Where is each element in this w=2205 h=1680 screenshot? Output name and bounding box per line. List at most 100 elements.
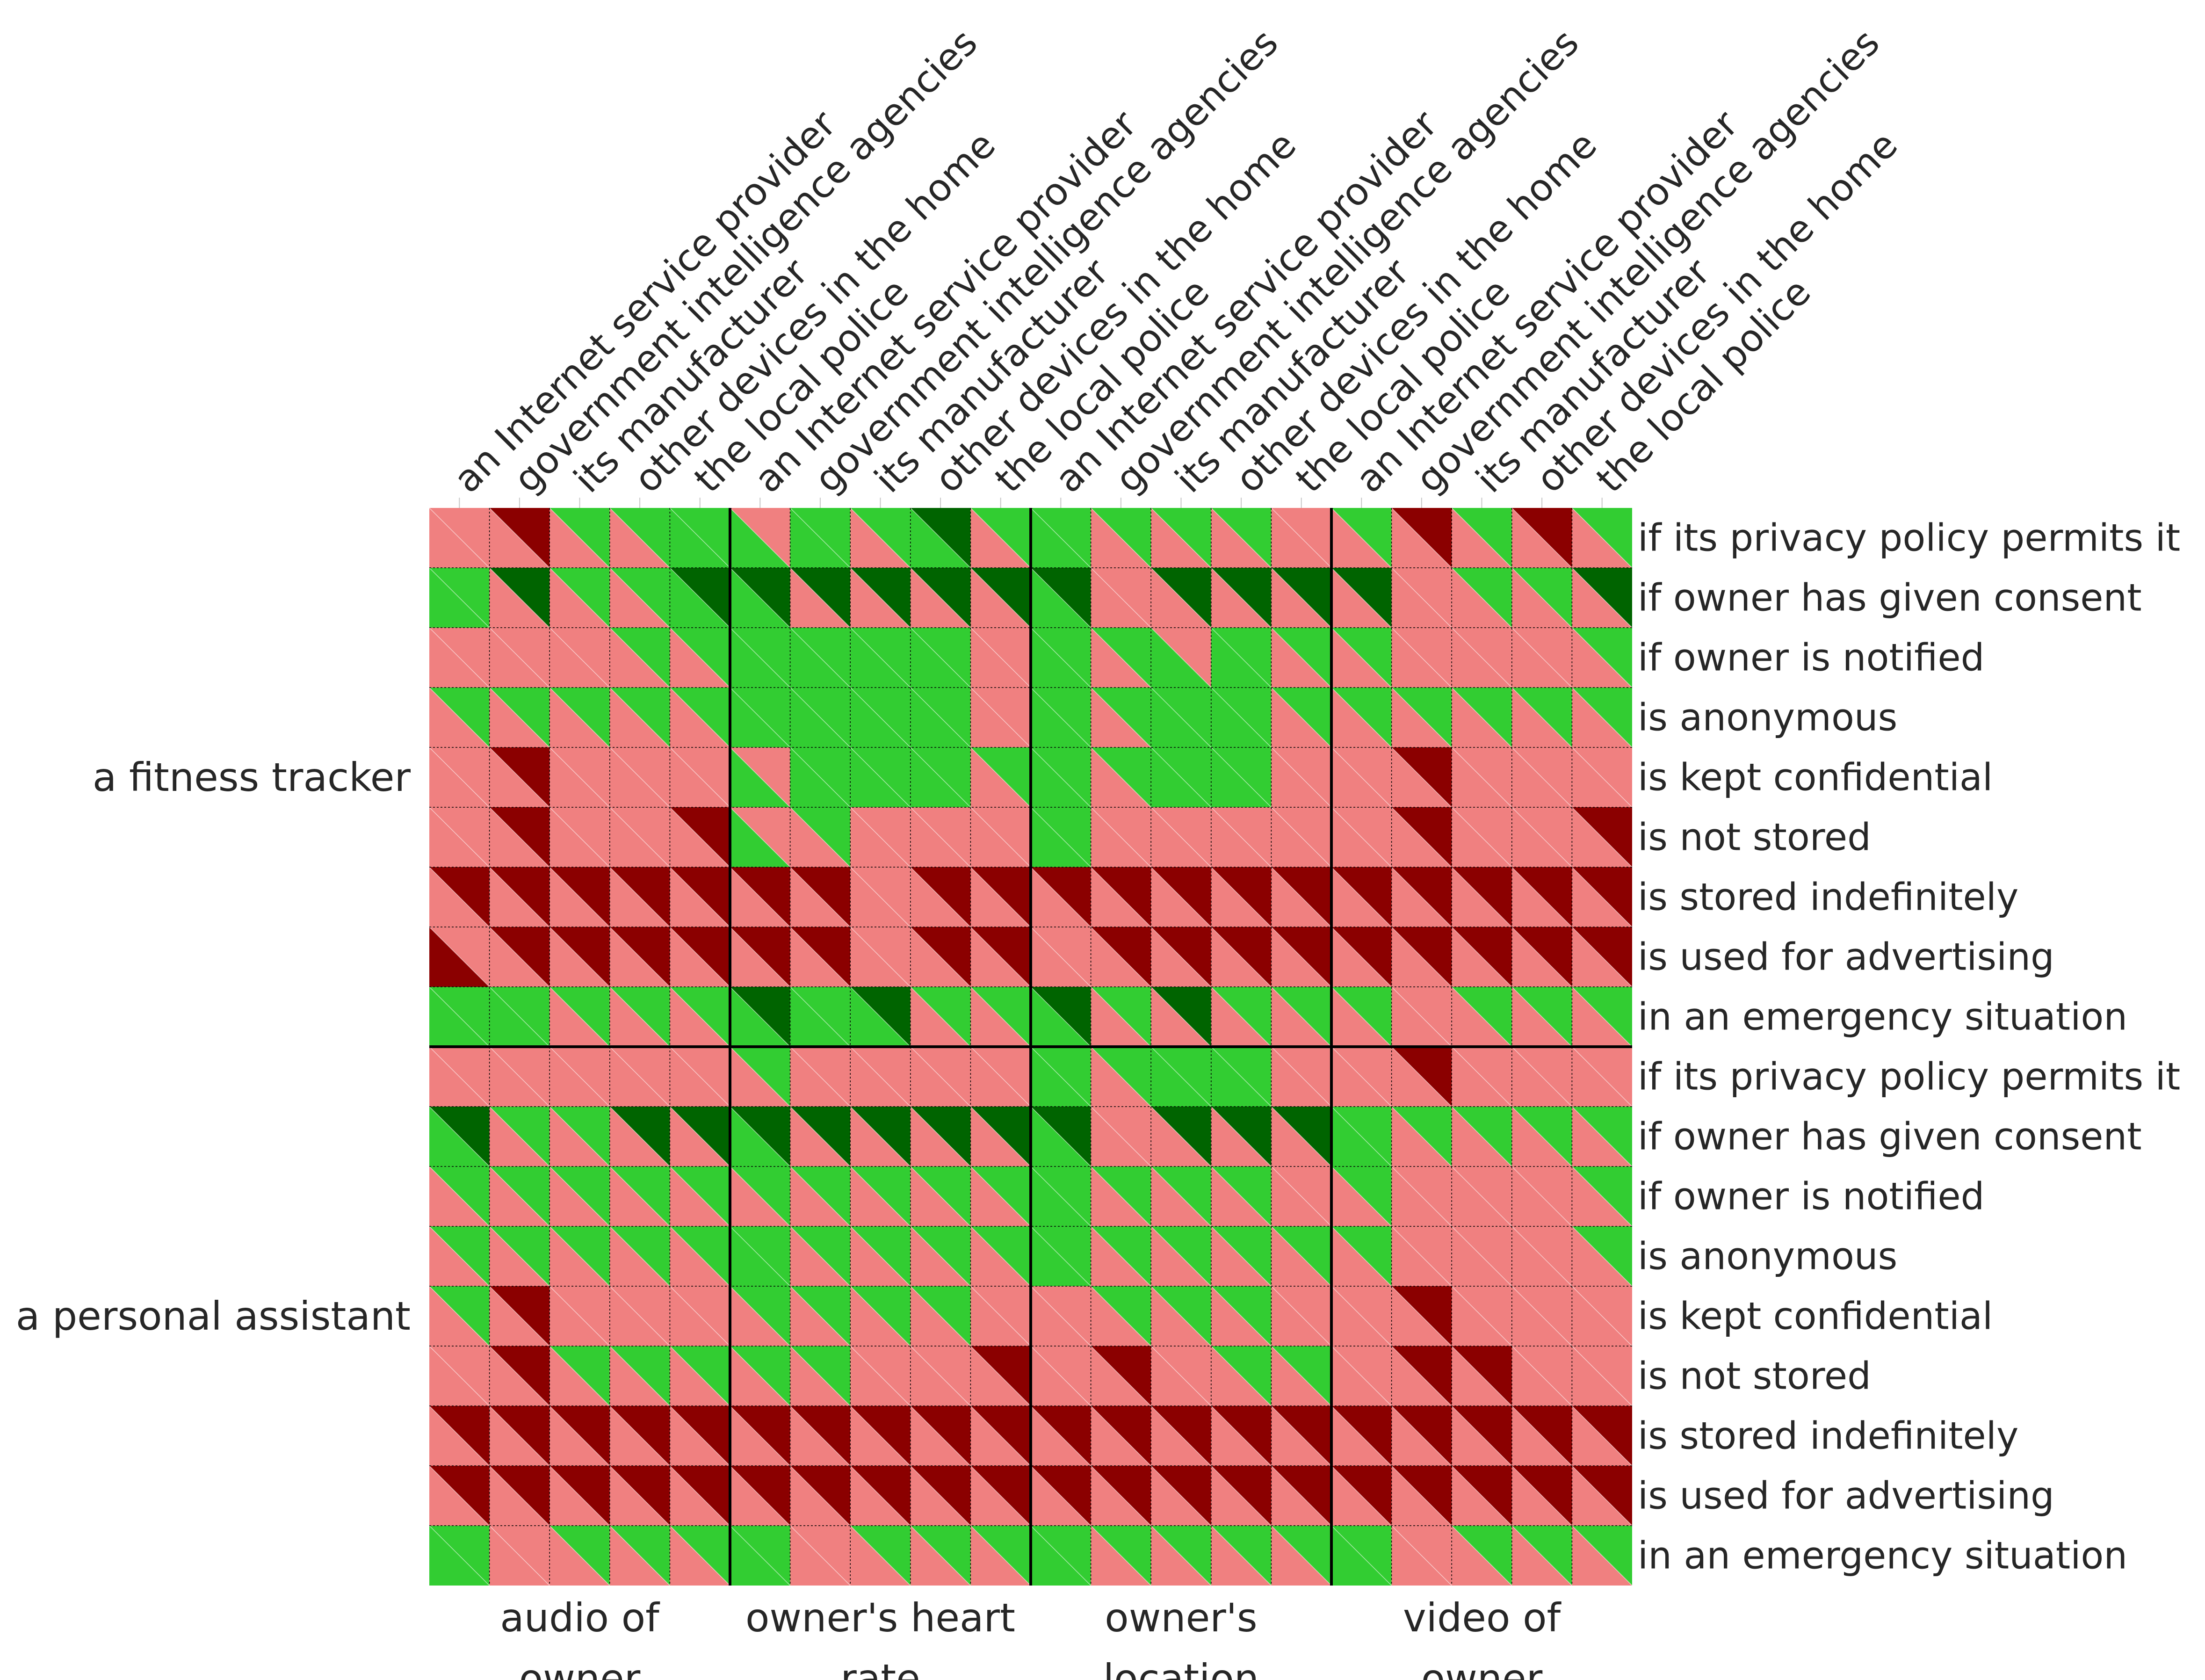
cell-diagonal <box>730 807 791 868</box>
cell-diagonal <box>609 1046 670 1107</box>
cell-diagonal <box>1150 627 1212 688</box>
cell-diagonal <box>730 1106 791 1167</box>
cell-diagonal <box>1511 807 1572 868</box>
cell-diagonal <box>1211 1525 1272 1586</box>
cell-diagonal <box>1091 1166 1151 1227</box>
cell-diagonal <box>790 1465 851 1526</box>
cell-diagonal <box>1511 507 1572 568</box>
cell-diagonal <box>1331 986 1392 1047</box>
cell-diagonal <box>1271 1525 1332 1586</box>
cell-diagonal <box>609 1286 670 1347</box>
cell-diagonal <box>1511 1166 1572 1227</box>
cell-diagonal <box>549 1346 610 1406</box>
cell-diagonal <box>1571 567 1633 628</box>
cell-diagonal <box>1211 1166 1272 1227</box>
cell-diagonal <box>910 1286 971 1347</box>
cell-diagonal <box>1030 1346 1092 1406</box>
cell-diagonal <box>489 1346 550 1406</box>
cell-diagonal <box>1571 1346 1633 1406</box>
cell-diagonal <box>1091 507 1151 568</box>
cell-diagonal <box>1271 867 1332 927</box>
cell-diagonal <box>489 627 550 688</box>
cell-diagonal <box>1030 627 1092 688</box>
cell-diagonal <box>1091 567 1151 628</box>
cell-diagonal <box>1150 807 1212 868</box>
cell-diagonal <box>1030 507 1092 568</box>
cell-diagonal <box>730 1465 791 1526</box>
cell-diagonal <box>429 1286 490 1347</box>
cell-diagonal <box>1511 687 1572 748</box>
cell-diagonal <box>549 687 610 748</box>
cell-diagonal <box>1391 807 1452 868</box>
cell-diagonal <box>850 1046 911 1107</box>
cell-diagonal <box>790 1405 851 1466</box>
cell-diagonal <box>1211 627 1272 688</box>
cell-diagonal <box>850 1226 911 1287</box>
cell-diagonal <box>970 1286 1031 1347</box>
cell-diagonal <box>970 747 1031 808</box>
cell-diagonal <box>669 1405 730 1466</box>
cell-diagonal <box>850 807 911 868</box>
cell-diagonal <box>790 1346 851 1406</box>
row-label: in an emergency situation <box>1638 995 2127 1039</box>
cell-diagonal <box>549 1226 610 1287</box>
row-label: if owner has given consent <box>1638 1115 2142 1159</box>
cell-diagonal <box>609 1465 670 1526</box>
cell-diagonal <box>549 747 610 808</box>
cell-diagonal <box>1571 1286 1633 1347</box>
cell-diagonal <box>910 867 971 927</box>
cell-diagonal <box>429 507 490 568</box>
cell-diagonal <box>549 1166 610 1227</box>
cell-diagonal <box>609 1106 670 1167</box>
cell-diagonal <box>790 687 851 748</box>
cell-diagonal <box>609 1405 670 1466</box>
cell-diagonal <box>549 567 610 628</box>
cell-diagonal <box>790 1166 851 1227</box>
cell-diagonal <box>669 807 730 868</box>
cell-diagonal <box>1271 1346 1332 1406</box>
cell-diagonal <box>1511 986 1572 1047</box>
cell-diagonal <box>1511 1465 1572 1526</box>
cell-diagonal <box>1331 867 1392 927</box>
cell-diagonal <box>1091 747 1151 808</box>
cell-diagonal <box>1030 927 1092 987</box>
cell-diagonal <box>1271 1106 1332 1167</box>
cell-diagonal <box>489 507 550 568</box>
cell-diagonal <box>429 927 490 987</box>
cell-diagonal <box>1511 1226 1572 1287</box>
cell-diagonal <box>850 1525 911 1586</box>
cell-diagonal <box>1271 1286 1332 1347</box>
cell-diagonal <box>1271 986 1332 1047</box>
cell-diagonal <box>1511 1346 1572 1406</box>
row-label: is stored indefinitely <box>1638 1414 2018 1458</box>
cell-diagonal <box>1451 627 1512 688</box>
cell-diagonal <box>790 507 851 568</box>
cell-diagonal <box>970 1405 1031 1466</box>
cell-diagonal <box>489 927 550 987</box>
column-group-label: audio of owner <box>500 1595 660 1680</box>
cell-diagonal <box>429 1166 490 1227</box>
cell-diagonal <box>1271 807 1332 868</box>
cell-diagonal <box>850 507 911 568</box>
cell-diagonal <box>1091 1286 1151 1347</box>
cell-diagonal <box>790 1286 851 1347</box>
cell-diagonal <box>1391 747 1452 808</box>
cell-diagonal <box>850 1346 911 1406</box>
cell-diagonal <box>730 1525 791 1586</box>
cell-diagonal <box>1271 1465 1332 1526</box>
cell-diagonal <box>970 1106 1031 1167</box>
cell-diagonal <box>1211 807 1272 868</box>
cell-diagonal <box>1571 986 1633 1047</box>
cell-diagonal <box>1331 807 1392 868</box>
cell-diagonal <box>790 567 851 628</box>
cell-diagonal <box>1511 627 1572 688</box>
cell-diagonal <box>549 927 610 987</box>
cell-diagonal <box>489 807 550 868</box>
cell-diagonal <box>790 1226 851 1287</box>
cell-diagonal <box>489 1286 550 1347</box>
cell-diagonal <box>1211 1226 1272 1287</box>
cell-diagonal <box>1451 1106 1512 1167</box>
cell-diagonal <box>1571 687 1633 748</box>
column-group-label: owner's heart rate <box>745 1595 1015 1680</box>
cell-diagonal <box>850 747 911 808</box>
